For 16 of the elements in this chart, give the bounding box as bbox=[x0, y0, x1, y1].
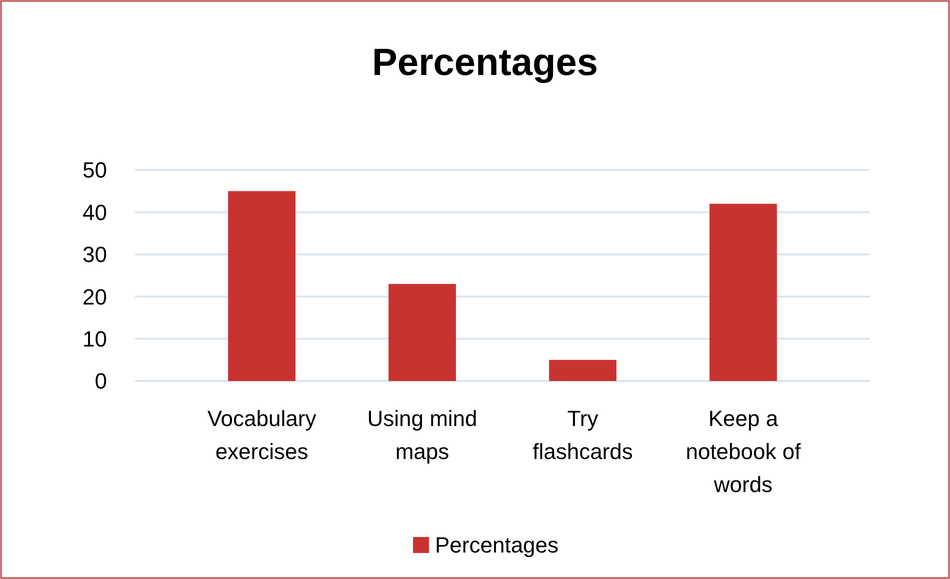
bar bbox=[549, 360, 616, 381]
x-tick-label: Using mind maps bbox=[367, 406, 478, 464]
bar bbox=[388, 284, 456, 381]
y-tick-label: 50 bbox=[82, 158, 107, 183]
x-tick-label: Keep a notebook of words bbox=[686, 406, 802, 497]
x-tick-label: Vocabulary exercises bbox=[207, 406, 316, 464]
legend-label: Percentages bbox=[435, 532, 559, 558]
x-tick-label: Try flashcards bbox=[532, 406, 633, 464]
chart-title: Percentages bbox=[372, 42, 598, 84]
y-tick-label: 10 bbox=[82, 326, 107, 352]
bar bbox=[710, 204, 777, 381]
y-tick-label: 0 bbox=[94, 368, 107, 394]
y-tick-label: 20 bbox=[82, 284, 107, 310]
bar bbox=[228, 191, 296, 381]
y-tick-label: 30 bbox=[82, 242, 107, 268]
y-tick-label: 40 bbox=[82, 200, 107, 225]
